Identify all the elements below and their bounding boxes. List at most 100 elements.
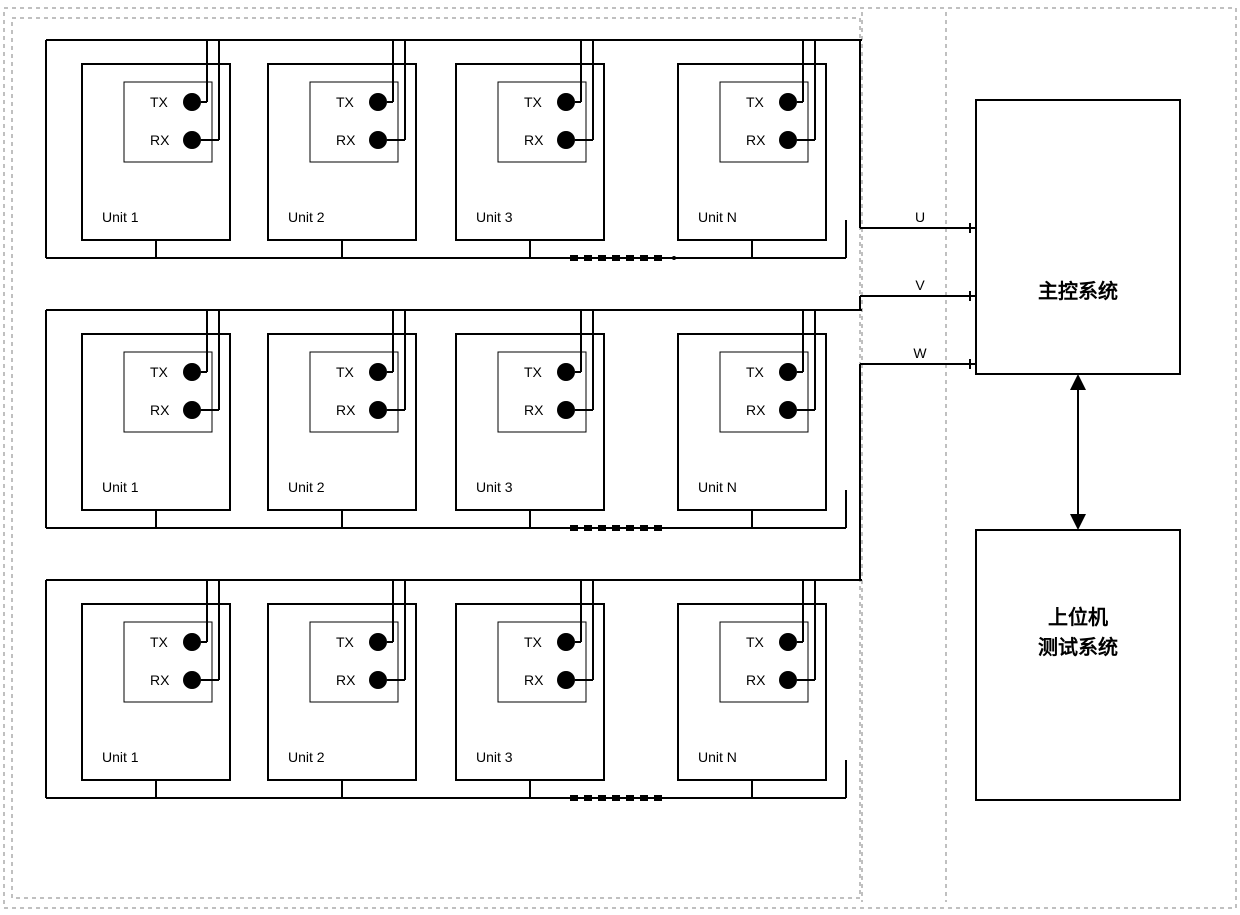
tx-label: TX: [150, 94, 169, 110]
unit-label: Unit 2: [288, 749, 325, 765]
rx-label: RX: [150, 132, 170, 148]
ellipsis-dot-icon: [626, 525, 634, 531]
unit-inner-r0-1: [310, 82, 398, 162]
tx-dot-icon: [557, 633, 575, 651]
tx-label: TX: [336, 94, 355, 110]
tx-dot-icon: [369, 363, 387, 381]
rx-dot-icon: [183, 671, 201, 689]
rx-label: RX: [746, 402, 766, 418]
rx-dot-icon: [557, 671, 575, 689]
rx-dot-icon: [779, 401, 797, 419]
tx-label: TX: [524, 94, 543, 110]
ellipsis-dot-icon: [654, 525, 662, 531]
unit-inner-r2-3: [720, 622, 808, 702]
ellipsis-dot-icon: [584, 255, 592, 261]
rx-dot-icon: [369, 671, 387, 689]
left-region-border: [12, 18, 860, 898]
rx-label: RX: [150, 672, 170, 688]
tx-dot-icon: [183, 633, 201, 651]
unit-inner-r1-2: [498, 352, 586, 432]
ellipsis-dot-icon: [612, 795, 620, 801]
rx-label: RX: [524, 132, 544, 148]
unit-label: Unit 3: [476, 479, 513, 495]
rx-label: RX: [336, 132, 356, 148]
tx-dot-icon: [557, 93, 575, 111]
rx-label: RX: [746, 672, 766, 688]
tx-label: TX: [746, 364, 765, 380]
unit-inner-r2-0: [124, 622, 212, 702]
unit-label: Unit 1: [102, 209, 139, 225]
ellipsis-dot-icon: [584, 525, 592, 531]
tx-dot-icon: [183, 93, 201, 111]
unit-label: Unit 2: [288, 479, 325, 495]
tx-label: TX: [746, 634, 765, 650]
rx-label: RX: [336, 402, 356, 418]
rx-label: RX: [524, 672, 544, 688]
tx-label: TX: [150, 364, 169, 380]
rx-dot-icon: [369, 131, 387, 149]
ellipsis-dot-icon: [598, 795, 606, 801]
ellipsis-dot-icon: [640, 795, 648, 801]
unit-label: Unit 3: [476, 209, 513, 225]
ellipsis-dot-icon: [612, 525, 620, 531]
tx-label: TX: [336, 364, 355, 380]
tx-label: TX: [150, 634, 169, 650]
tx-label: TX: [524, 364, 543, 380]
arrowhead-down-icon: [1070, 514, 1086, 530]
unit-inner-r1-0: [124, 352, 212, 432]
rx-dot-icon: [183, 401, 201, 419]
tx-dot-icon: [183, 363, 201, 381]
phase-label-V: V: [915, 277, 925, 293]
host-system-box: [976, 530, 1180, 800]
phase-label-W: W: [913, 345, 927, 361]
tx-label: TX: [524, 634, 543, 650]
unit-inner-r0-3: [720, 82, 808, 162]
ellipsis-dot-icon: [654, 795, 662, 801]
ellipsis-dot-icon: [640, 255, 648, 261]
diagram-canvas: 主控系统上位机测试系统UVWTXRXUnit 1TXRXUnit 2TXRXUn…: [0, 0, 1240, 915]
tx-label: TX: [746, 94, 765, 110]
rx-dot-icon: [369, 401, 387, 419]
unit-label: Unit 2: [288, 209, 325, 225]
ellipsis-dot-icon: [598, 255, 606, 261]
unit-label: Unit N: [698, 209, 737, 225]
unit-inner-r2-1: [310, 622, 398, 702]
unit-label: Unit 3: [476, 749, 513, 765]
ellipsis-dot-icon: [626, 795, 634, 801]
ellipsis-dot-icon: [612, 255, 620, 261]
unit-label: Unit N: [698, 479, 737, 495]
ellipsis-dot-icon: [570, 795, 578, 801]
unit-label: Unit 1: [102, 749, 139, 765]
unit-inner-r0-0: [124, 82, 212, 162]
rx-label: RX: [336, 672, 356, 688]
control-system-box: [976, 100, 1180, 374]
rx-dot-icon: [779, 131, 797, 149]
unit-inner-r1-1: [310, 352, 398, 432]
unit-inner-r0-2: [498, 82, 586, 162]
rx-dot-icon: [183, 131, 201, 149]
ellipsis-dot-icon: [640, 525, 648, 531]
tx-dot-icon: [369, 633, 387, 651]
host-system-label-2: 测试系统: [1038, 635, 1118, 659]
rx-label: RX: [524, 402, 544, 418]
tx-dot-icon: [779, 93, 797, 111]
unit-label: Unit N: [698, 749, 737, 765]
tx-dot-icon: [779, 633, 797, 651]
rx-label: RX: [150, 402, 170, 418]
rx-dot-icon: [557, 131, 575, 149]
tx-dot-icon: [779, 363, 797, 381]
ellipsis-dot-icon: [570, 255, 578, 261]
phase-label-U: U: [915, 209, 925, 225]
rx-label: RX: [746, 132, 766, 148]
unit-inner-r2-2: [498, 622, 586, 702]
ellipsis-dot-icon: [570, 525, 578, 531]
ellipsis-dot-icon: [626, 255, 634, 261]
unit-label: Unit 1: [102, 479, 139, 495]
host-system-label-1: 上位机: [1048, 605, 1108, 629]
tx-label: TX: [336, 634, 355, 650]
rx-dot-icon: [557, 401, 575, 419]
tx-dot-icon: [557, 363, 575, 381]
ellipsis-dot-icon: [598, 525, 606, 531]
arrowhead-up-icon: [1070, 374, 1086, 390]
ellipsis-dot-icon: [584, 795, 592, 801]
